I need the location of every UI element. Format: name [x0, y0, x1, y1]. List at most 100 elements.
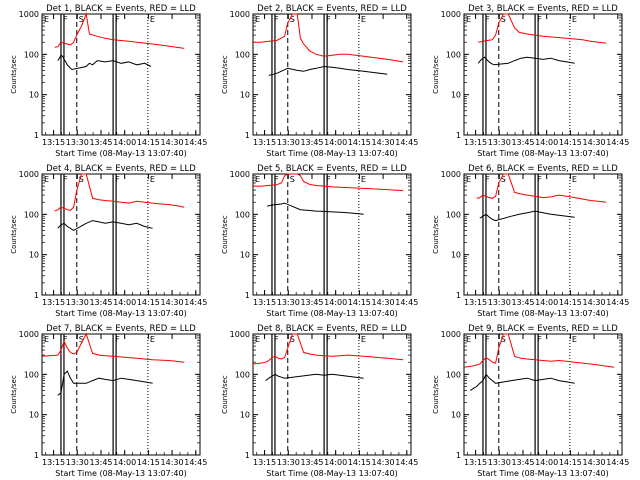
lld-line	[478, 13, 607, 44]
marker-label: F	[63, 175, 68, 184]
marker-label: F	[326, 175, 331, 184]
marker-label: F	[485, 15, 490, 24]
events-line	[479, 210, 575, 222]
x-tick-label: 14:45	[184, 298, 207, 307]
plot-frame	[41, 333, 201, 456]
y-axis-label: Counts/sec	[221, 215, 229, 254]
lld-line	[463, 333, 615, 368]
x-tick-label: 13:15	[42, 138, 65, 147]
chart-title: Det 1, BLACK = Events, RED = LLD	[46, 4, 196, 14]
x-tick-label: 14:30	[372, 298, 395, 307]
events-line	[57, 220, 153, 231]
x-tick-label: 14:15	[559, 458, 582, 467]
marker-label: E	[44, 175, 49, 184]
y-tick-label: 10	[29, 91, 39, 100]
x-tick-label: 14:15	[559, 138, 582, 147]
y-tick-label: 1	[34, 131, 39, 140]
y-tick-label: 10	[240, 91, 250, 100]
marker-label: F	[274, 175, 279, 184]
plot-frame	[463, 173, 623, 296]
events-line	[477, 56, 575, 66]
y-tick-label: 100	[235, 50, 250, 59]
lld-line	[54, 173, 185, 212]
marker-label: E	[255, 335, 260, 344]
marker-label: S	[290, 15, 295, 24]
y-tick-label: 100	[446, 370, 461, 379]
x-tick-label: 13:15	[253, 298, 276, 307]
y-tick-label: 1	[456, 131, 461, 140]
y-tick-label: 1	[456, 451, 461, 460]
marker-label: F	[274, 335, 279, 344]
x-tick-label: 13:45	[511, 458, 534, 467]
x-tick-label: 14:15	[137, 298, 160, 307]
y-tick-label: 1	[34, 451, 39, 460]
y-tick-label: 1000	[441, 10, 461, 19]
x-tick-label: 14:00	[113, 138, 136, 147]
x-tick-label: 13:30	[488, 458, 511, 467]
marker-label: E	[44, 15, 49, 24]
y-axis-label: Counts/sec	[10, 215, 18, 254]
y-axis-label: Counts/sec	[221, 375, 229, 414]
y-axis-label: Counts/sec	[10, 55, 18, 94]
marker-label: E	[150, 175, 155, 184]
x-tick-label: 14:30	[372, 138, 395, 147]
chart-panel-det-3: Det 3, BLACK = Events, RED = LLD Counts/s…	[432, 4, 629, 158]
y-tick-label: 100	[235, 370, 250, 379]
plot-frame	[41, 173, 201, 296]
y-tick-label: 10	[451, 91, 461, 100]
x-tick-label: 13:30	[488, 298, 511, 307]
chart-title: Det 9, BLACK = Events, RED = LLD	[468, 324, 618, 334]
x-tick-label: 13:15	[42, 298, 65, 307]
y-tick-label: 1000	[230, 10, 250, 19]
x-axis-label: Start Time (08-May-13 13:07:40)	[477, 309, 608, 318]
chart-panel-det-5: Det 5, BLACK = Events, RED = LLD Counts/s…	[221, 164, 418, 318]
x-tick-label: 13:45	[89, 298, 112, 307]
chart-panel-det-7: Det 7, BLACK = Events, RED = LLD Counts/s…	[10, 324, 207, 478]
marker-label: F	[115, 15, 120, 24]
marker-label: S	[79, 335, 84, 344]
x-tick-label: 13:30	[66, 458, 89, 467]
y-tick-label: 10	[451, 251, 461, 260]
x-tick-label: 14:00	[535, 298, 558, 307]
x-tick-label: 14:15	[348, 458, 371, 467]
x-axis-label: Start Time (08-May-13 13:07:40)	[55, 149, 186, 158]
events-line	[470, 373, 575, 391]
x-tick-label: 13:30	[66, 138, 89, 147]
y-tick-label: 1000	[19, 10, 39, 19]
events-line	[267, 202, 364, 215]
x-tick-label: 14:15	[559, 298, 582, 307]
plot-frame	[252, 173, 412, 296]
marker-label: E	[150, 15, 155, 24]
y-tick-label: 10	[240, 411, 250, 420]
x-tick-label: 14:30	[583, 458, 606, 467]
y-tick-label: 10	[451, 411, 461, 420]
x-tick-label: 14:15	[137, 138, 160, 147]
x-tick-label: 13:15	[253, 138, 276, 147]
x-tick-label: 14:30	[161, 458, 184, 467]
y-axis-label: Counts/sec	[432, 215, 440, 254]
lld-line	[252, 333, 404, 365]
chart-panel-det-2: Det 2, BLACK = Events, RED = LLD Counts/s…	[221, 4, 418, 158]
marker-label: E	[44, 335, 49, 344]
marker-label: F	[485, 335, 490, 344]
x-tick-label: 13:15	[464, 458, 487, 467]
marker-label: S	[501, 15, 506, 24]
y-tick-label: 100	[24, 50, 39, 59]
marker-label: F	[537, 175, 542, 184]
marker-label: F	[537, 15, 542, 24]
marker-label: E	[255, 175, 260, 184]
marker-label: S	[79, 15, 84, 24]
x-tick-label: 13:45	[300, 298, 323, 307]
x-axis-label: Start Time (08-May-13 13:07:40)	[55, 469, 186, 478]
y-tick-label: 1000	[441, 170, 461, 179]
x-tick-label: 14:30	[161, 298, 184, 307]
x-tick-label: 14:15	[137, 458, 160, 467]
chart-title: Det 6, BLACK = Events, RED = LLD	[468, 164, 618, 174]
plot-frame	[252, 333, 412, 456]
y-tick-label: 1000	[19, 170, 39, 179]
chart-panel-det-9: Det 9, BLACK = Events, RED = LLD Counts/s…	[432, 324, 629, 478]
x-tick-label: 13:30	[488, 138, 511, 147]
y-tick-label: 10	[29, 411, 39, 420]
events-line	[57, 54, 152, 71]
